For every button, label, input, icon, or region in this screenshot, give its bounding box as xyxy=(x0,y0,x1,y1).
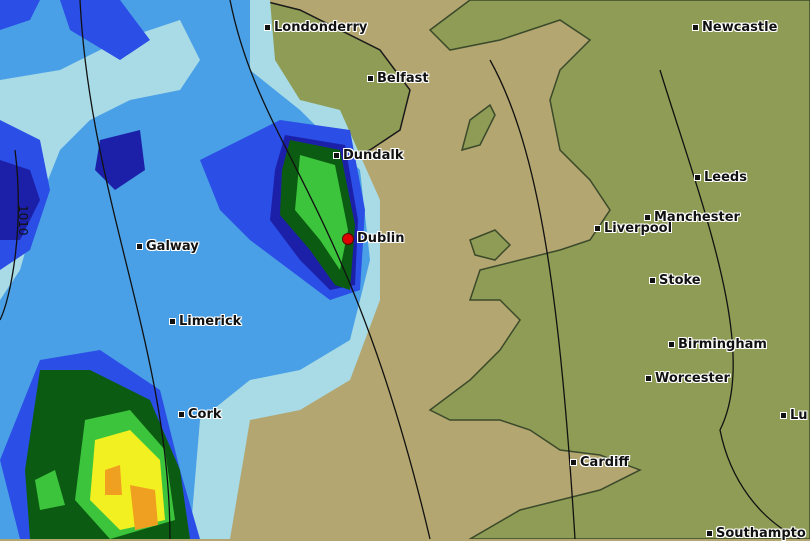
city-marker-icon xyxy=(706,530,713,537)
isobar-line xyxy=(229,0,431,539)
city-belfast[interactable]: Belfast xyxy=(367,71,429,86)
city-marker-icon xyxy=(169,318,176,325)
rain-overlay xyxy=(0,0,380,539)
city-marker-icon xyxy=(668,341,675,348)
city-manchester[interactable]: Manchester xyxy=(644,210,740,225)
city-marker-icon xyxy=(264,24,271,31)
city-marker-icon xyxy=(136,243,143,250)
isobar-line xyxy=(79,0,171,539)
land-anglesey xyxy=(469,229,512,261)
city-southampton[interactable]: Southampto xyxy=(706,526,806,541)
city-galway[interactable]: Galway xyxy=(136,239,199,254)
city-marker-icon xyxy=(645,375,652,382)
city-luton[interactable]: Lu xyxy=(780,408,808,423)
city-marker-icon xyxy=(333,152,340,159)
city-marker-icon xyxy=(367,75,374,82)
city-cork[interactable]: Cork xyxy=(178,407,222,422)
city-birmingham[interactable]: Birmingham xyxy=(668,337,767,352)
city-liverpool[interactable]: Liverpool xyxy=(594,221,672,236)
land-britain xyxy=(428,0,810,539)
isobar-label: 1010 xyxy=(16,205,30,236)
isobar-line xyxy=(659,69,801,539)
city-leeds[interactable]: Leeds xyxy=(694,170,747,185)
city-marker-icon xyxy=(692,24,699,31)
land-isle-of-man xyxy=(460,103,496,152)
city-worcester[interactable]: Worcester xyxy=(645,371,730,386)
isobar-line xyxy=(489,59,576,539)
city-londonderry[interactable]: Londonderry xyxy=(264,20,367,35)
city-marker-icon xyxy=(178,411,185,418)
city-newcastle[interactable]: Newcastle xyxy=(692,20,777,35)
city-marker-icon xyxy=(594,225,601,232)
city-marker-icon xyxy=(649,277,656,284)
highlight-marker-icon xyxy=(342,232,354,245)
city-stoke[interactable]: Stoke xyxy=(649,273,701,288)
city-marker-icon xyxy=(780,412,787,419)
city-cardiff[interactable]: Cardiff xyxy=(570,455,629,470)
city-dublin[interactable]: Dublin xyxy=(342,231,405,246)
city-dundalk[interactable]: Dundalk xyxy=(333,148,403,163)
city-marker-icon xyxy=(694,174,701,181)
city-limerick[interactable]: Limerick xyxy=(169,314,241,329)
city-marker-icon xyxy=(644,214,651,221)
city-marker-icon xyxy=(570,459,577,466)
isobar-line xyxy=(0,149,19,321)
